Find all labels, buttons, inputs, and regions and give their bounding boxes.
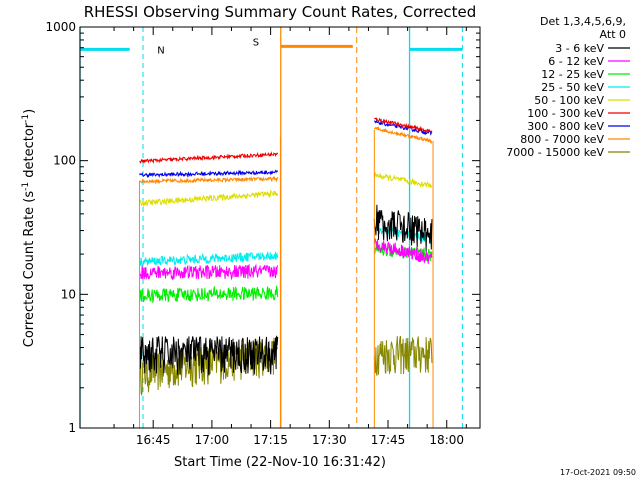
legend-label-2: 12 - 25 keV: [541, 68, 604, 81]
chart-title: RHESSI Observing Summary Count Rates, Co…: [84, 3, 477, 21]
series-line-4-seg1: [139, 189, 279, 208]
series-line-7-seg1: [139, 175, 279, 185]
x-tick-label-2: 17:15: [253, 433, 288, 447]
status-label-n: N: [157, 45, 164, 56]
y-tick-label-0: 1: [68, 421, 76, 435]
legend-label-7: 800 - 7000 keV: [520, 133, 604, 146]
series-line-5-seg1: [139, 151, 279, 165]
legend-label-3: 25 - 50 keV: [541, 81, 604, 94]
legend-label-5: 100 - 300 keV: [527, 107, 604, 120]
y-label-sup2: -1: [21, 114, 31, 123]
y-tick-label-2: 100: [53, 154, 76, 168]
y-label-sup1: -1: [21, 182, 31, 191]
plot-frame: [79, 26, 481, 429]
legend-label-6: 300 - 800 keV: [527, 120, 604, 133]
x-tick-label-1: 17:00: [195, 433, 230, 447]
series-line-1-seg1: [139, 263, 279, 281]
y-label-part1: Corrected Count Rate (s: [22, 191, 37, 348]
y-label-part2: detector: [22, 122, 37, 182]
series-line-0-seg2: [373, 204, 433, 251]
legend-title-line-0: Det 1,3,4,5,6,9,: [540, 15, 626, 28]
x-tick-label-4: 17:45: [371, 433, 406, 447]
legend-label-4: 50 - 100 keV: [534, 94, 604, 107]
plot-area: NS: [79, 27, 463, 428]
series-line-3-seg1: [139, 251, 279, 267]
series-line-4-seg2: [373, 170, 433, 189]
x-axis-label: Start Time (22-Nov-10 16:31:42): [174, 455, 386, 470]
legend-label-8: 7000 - 15000 keV: [506, 146, 604, 159]
legend-title-line-1: Att 0: [600, 28, 626, 41]
x-tick-label-3: 17:30: [312, 433, 347, 447]
series-line-5-seg2: [374, 117, 433, 135]
y-axis-label: Corrected Count Rate (s-1 detector-1): [21, 109, 37, 347]
series-line-1-seg2: [373, 238, 433, 264]
x-tick-label-5: 18:00: [429, 433, 464, 447]
series-line-2-seg2: [373, 241, 433, 262]
series-line-8-seg2: [373, 335, 433, 376]
legend-label-1: 6 - 12 keV: [548, 55, 604, 68]
series-line-6-seg1: [139, 169, 279, 178]
x-tick-label-0: 16:45: [136, 433, 171, 447]
series-line-6-seg2: [373, 119, 433, 136]
axes: 1 10 100 1000 16:45 17:00 17:15 17:30 17:45 18:00: [45, 20, 481, 447]
y-label-part3: ): [22, 109, 37, 114]
series-line-2-seg1: [139, 285, 279, 304]
y-tick-label-3: 1000: [45, 20, 76, 34]
series-line-0-seg1: [139, 335, 279, 376]
status-label-s: S: [253, 37, 259, 48]
legend-label-0: 3 - 6 keV: [555, 42, 604, 55]
footer-timestamp: 17-Oct-2021 09:50: [560, 468, 636, 477]
series-line-7-seg2: [373, 125, 433, 145]
y-tick-label-1: 10: [61, 287, 76, 301]
